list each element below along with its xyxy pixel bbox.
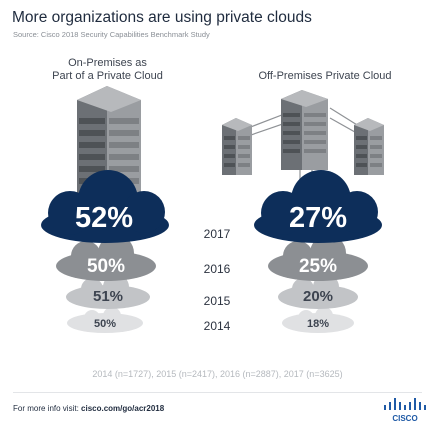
value-2017-left: 52% (75, 202, 133, 234)
year-label-2017: 2017 (203, 227, 231, 241)
off-premises-clouds: 18% 20% 25% 27% (254, 170, 382, 333)
value-2014-left: 50% (94, 318, 116, 330)
off-premises-heading-line1: Off-Premises Private Cloud (258, 70, 392, 82)
footer-prefix: For more info visit: (13, 404, 82, 413)
on-premises-heading-line1: On-Premises as (68, 57, 147, 69)
cloud-2014-left: 50% (67, 307, 143, 333)
cloud-2016-left: 50% (56, 235, 156, 281)
value-2015-left: 51% (93, 288, 123, 305)
on-premises-clouds: 50% 51% 50% 52% (41, 170, 169, 333)
cloud-2016-right: 25% (268, 235, 368, 281)
cloud-2014-right: 18% (282, 307, 354, 333)
cisco-logo-icon (384, 398, 426, 410)
sample-size-footnote: 2014 (n=1727), 2015 (n=2417), 2016 (n=28… (92, 369, 343, 379)
off-premises-buildings-icon (222, 90, 384, 185)
year-label-2014: 2014 (203, 319, 231, 333)
page-title: More organizations are using private clo… (12, 9, 312, 26)
footer-info: For more info visit: cisco.com/go/acr201… (13, 404, 164, 413)
cloud-2017-left: 52% (41, 170, 169, 243)
off-premises-heading: Off-Premises Private Cloud (225, 70, 425, 83)
footer-divider (13, 392, 422, 393)
value-2015-right: 20% (303, 288, 333, 305)
cloud-2017-right: 27% (254, 170, 382, 243)
on-premises-heading-line2: Part of a Private Cloud (52, 70, 163, 82)
on-premises-heading: On-Premises as Part of a Private Cloud (20, 57, 195, 83)
cisco-logo-text: CISCO (392, 414, 417, 423)
source-note: Source: Cisco 2018 Security Capabilities… (13, 30, 210, 39)
value-2016-right: 25% (299, 256, 337, 277)
year-label-2016: 2016 (203, 262, 231, 276)
value-2016-left: 50% (87, 256, 125, 277)
value-2017-right: 27% (289, 202, 347, 234)
year-label-2015: 2015 (203, 294, 231, 308)
cloud-2015-left: 51% (66, 274, 150, 309)
value-2014-right: 18% (307, 318, 329, 330)
footer-link[interactable]: cisco.com/go/acr2018 (81, 404, 165, 413)
